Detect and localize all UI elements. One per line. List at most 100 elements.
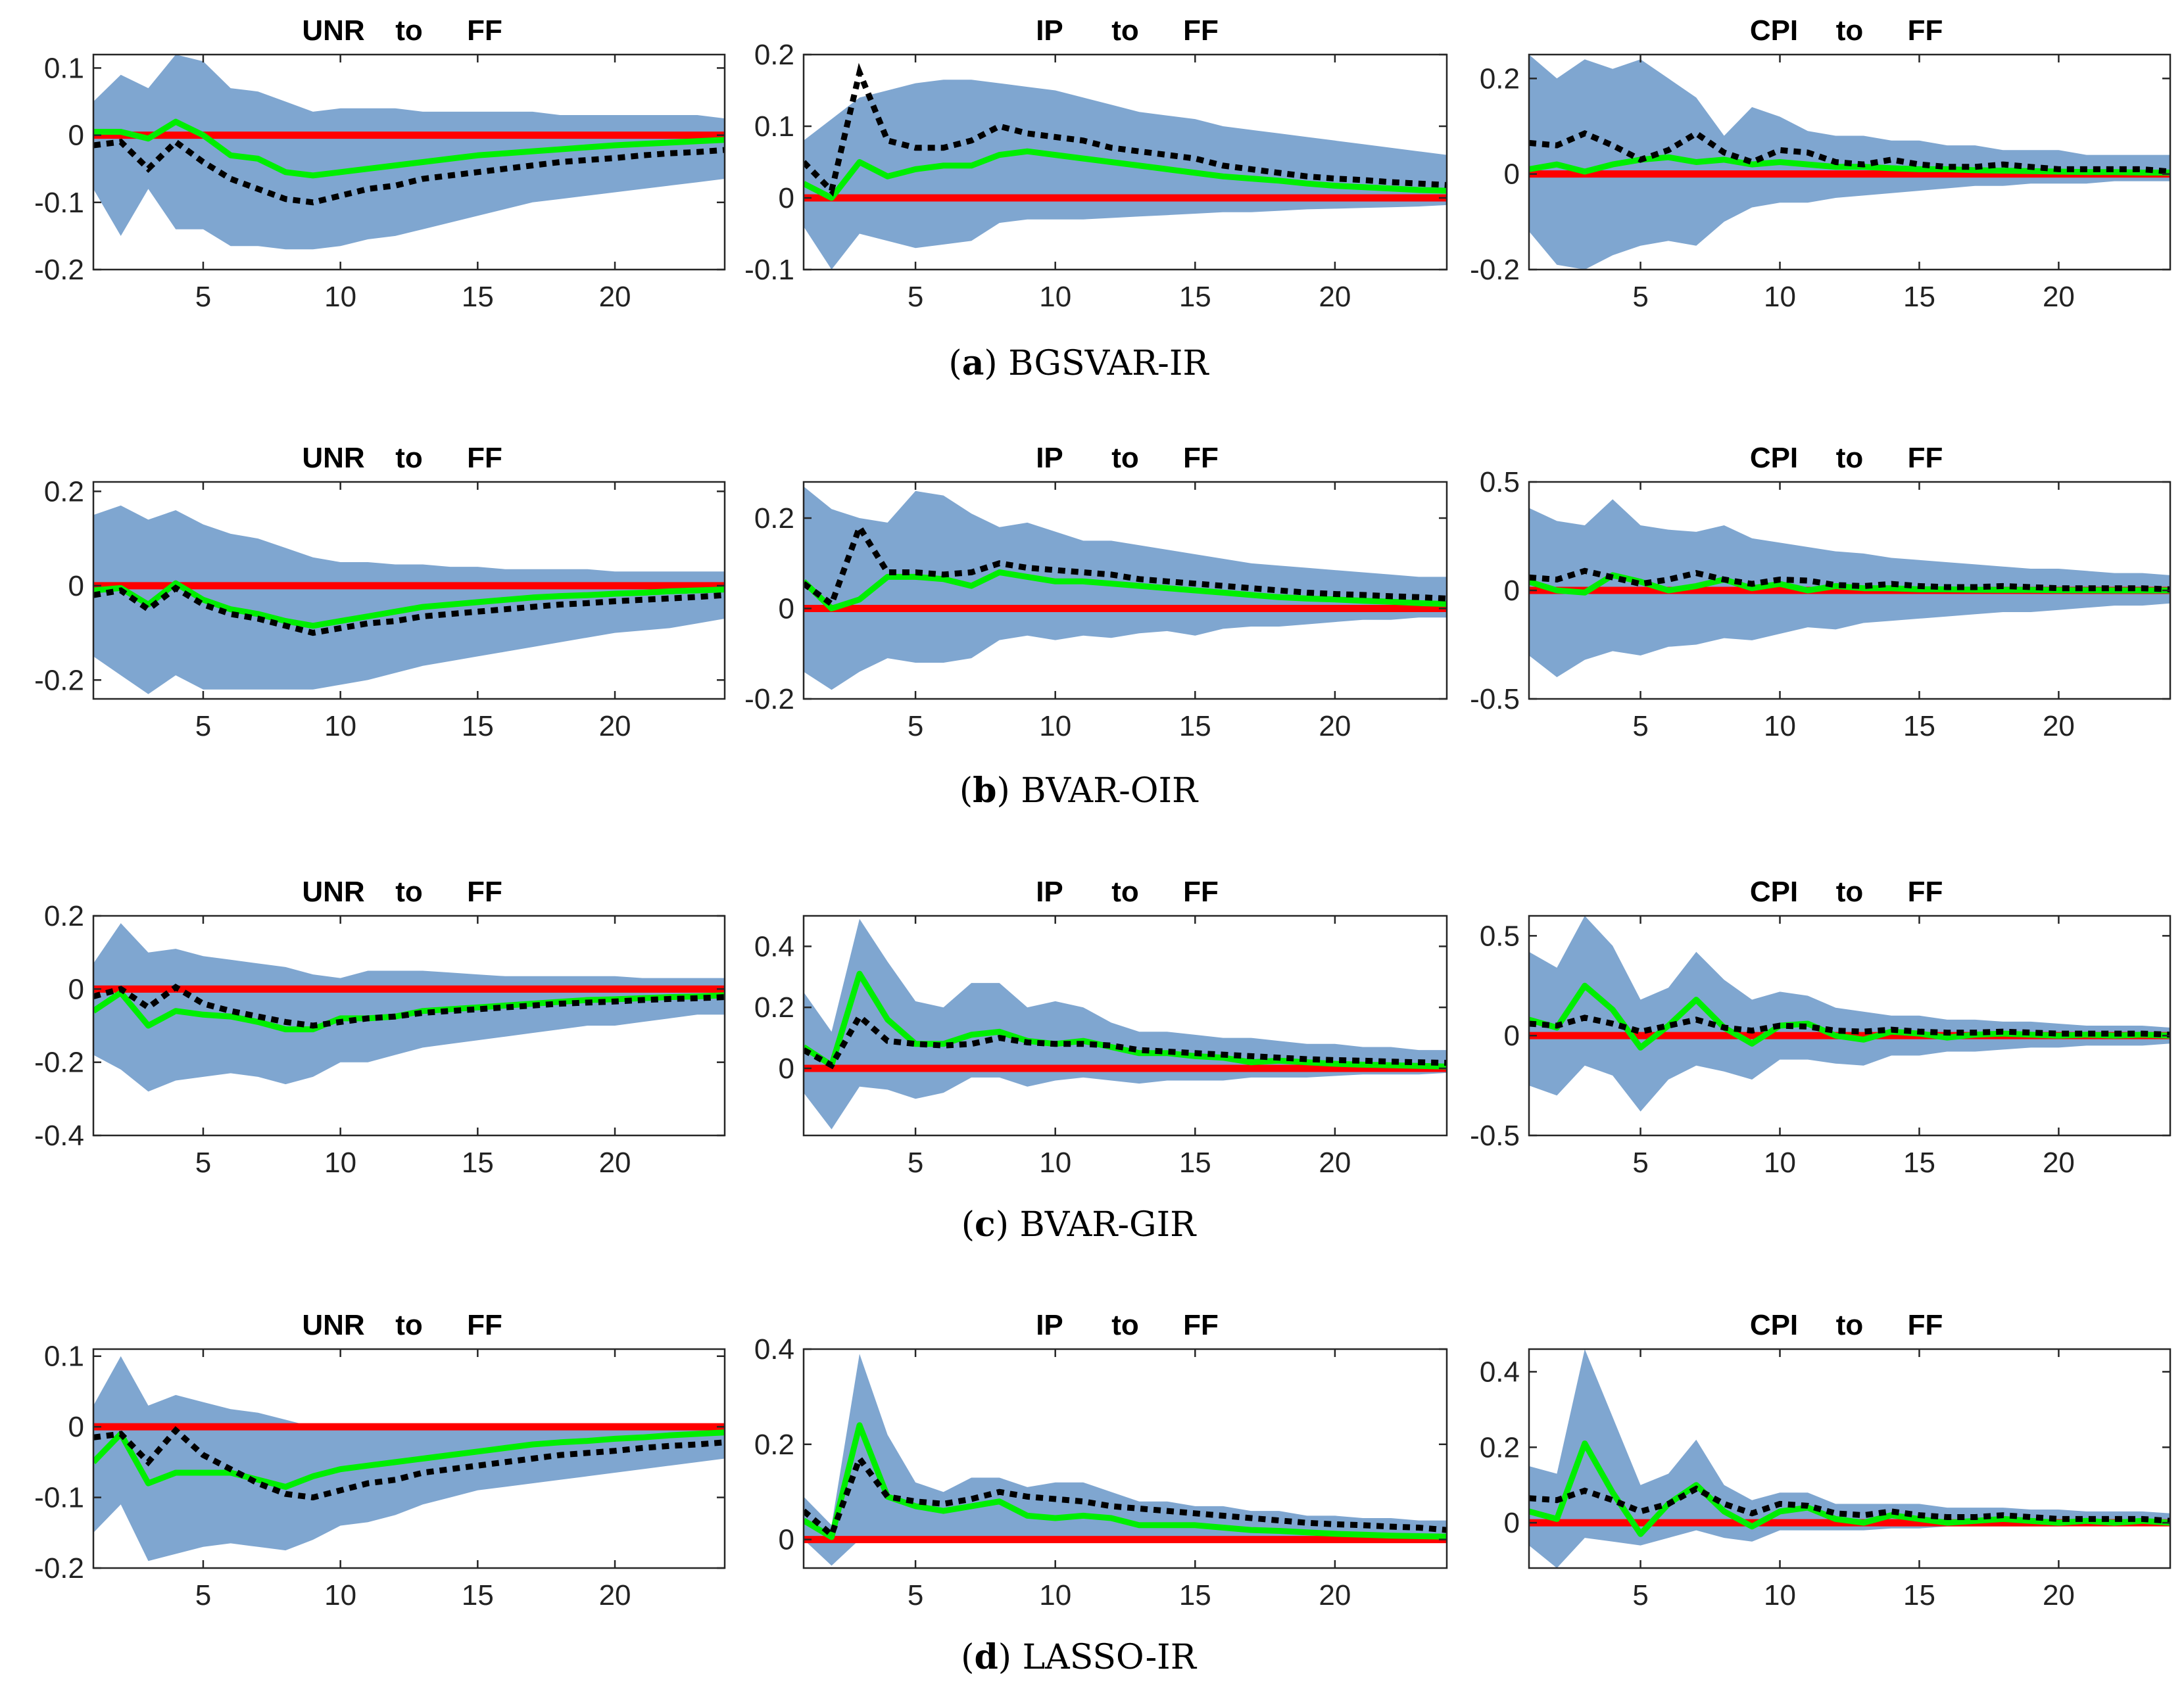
median-response-line <box>804 970 1447 1070</box>
x-tick-label: 10 <box>324 281 356 313</box>
x-tick-label: 20 <box>1319 281 1351 313</box>
plot-area <box>1529 1349 2170 1568</box>
x-tick-label: 5 <box>195 1579 211 1611</box>
panel-title-part: to <box>395 1309 423 1341</box>
x-tick-label: 20 <box>2043 1579 2075 1611</box>
credible-band <box>804 918 1447 1130</box>
true-response-line <box>1529 1485 2170 1524</box>
y-tick-label: 0.2 <box>754 502 794 535</box>
axes-box <box>92 1348 726 1569</box>
x-tick-label: 15 <box>1903 281 1935 313</box>
x-tick-label: 15 <box>1903 1147 1935 1179</box>
credible-band <box>1529 916 2170 1112</box>
x-tick-label: 5 <box>908 1579 923 1611</box>
y-tick-label: 0.2 <box>754 1429 794 1461</box>
true-response-line <box>804 520 1447 609</box>
true-response-line <box>804 1452 1447 1540</box>
panel-title-part: IP <box>1036 1309 1063 1341</box>
y-tick-label: 0 <box>779 1524 794 1556</box>
panel-title-part: FF <box>1183 14 1219 47</box>
panel-2-1: -0.2 0 0.2 5 10 15 20 UNR to FF <box>34 442 726 742</box>
x-tick-label: 15 <box>1179 281 1211 313</box>
y-tick-label: 0.2 <box>44 475 84 508</box>
x-tick-label: 5 <box>908 281 923 313</box>
x-tick-label: 5 <box>195 1147 211 1179</box>
y-tick-label: -0.2 <box>34 254 84 286</box>
y-tick-label: 0 <box>779 182 794 214</box>
x-tick-label: 10 <box>324 710 356 742</box>
panel-title-part: FF <box>1183 442 1219 474</box>
y-tick-label: 0 <box>779 593 794 625</box>
median-response-line <box>804 1422 1447 1540</box>
panel-title-part: to <box>395 14 423 47</box>
plot-area <box>93 923 725 1092</box>
x-tick-label: 20 <box>2043 1147 2075 1179</box>
y-tick-label: 0 <box>1504 1507 1520 1539</box>
caption-d: (d) LASSO-IR <box>961 1637 1198 1677</box>
y-tick-label: 0.4 <box>754 930 794 963</box>
y-tick-label: 0 <box>1504 158 1520 191</box>
x-tick-label: 15 <box>1179 1147 1211 1179</box>
true-response-line <box>1529 567 2170 592</box>
panel-2-2: -0.2 0 0.2 5 10 15 20 IP to FF <box>744 442 1448 742</box>
x-tick-label: 10 <box>1039 1147 1071 1179</box>
median-response-line <box>1529 1441 2170 1537</box>
panel-4-1: -0.2 -0.1 0 0.1 5 10 15 20 UNR to FF <box>34 1309 726 1611</box>
plot-area <box>93 55 725 250</box>
x-tick-label: 5 <box>1632 710 1648 742</box>
x-tick-label: 5 <box>908 710 923 742</box>
plot-area <box>93 1356 725 1561</box>
panel-title-part: to <box>395 876 423 908</box>
x-tick-label: 15 <box>1179 710 1211 742</box>
panel-title-part: IP <box>1036 876 1063 908</box>
x-tick-label: 20 <box>599 281 631 313</box>
median-response-line <box>93 118 725 179</box>
true-response-line <box>804 62 1447 197</box>
true-response-line <box>93 137 725 206</box>
credible-band <box>93 55 725 250</box>
panel-title-part: FF <box>467 442 502 474</box>
caption-c: (c) BVAR-GIR <box>961 1204 1197 1245</box>
y-tick-label: -0.2 <box>744 683 794 715</box>
x-tick-label: 10 <box>1764 281 1796 313</box>
panel-title-part: FF <box>1908 14 1943 47</box>
true-response-line <box>1529 1014 2170 1038</box>
panel-3-3: -0.5 0 0.5 5 10 15 20 CPI to FF <box>1470 876 2172 1179</box>
panel-title-part: CPI <box>1750 442 1798 474</box>
y-tick-label: -0.1 <box>744 254 794 286</box>
panel-2-3: -0.5 0 0.5 5 10 15 20 CPI to FF <box>1470 442 2172 742</box>
panel-title-part: to <box>1836 14 1864 47</box>
panel-title-part: FF <box>1908 876 1943 908</box>
x-tick-label: 15 <box>462 281 494 313</box>
y-tick-label: 0.1 <box>44 1341 84 1373</box>
x-tick-label: 10 <box>324 1579 356 1611</box>
panel-title-part: CPI <box>1750 876 1798 908</box>
median-response-line <box>93 580 725 629</box>
y-tick-label: -0.4 <box>34 1120 84 1152</box>
panel-title-part: FF <box>1183 1309 1219 1341</box>
panel-title-part: to <box>1111 442 1139 474</box>
x-tick-label: 20 <box>599 710 631 742</box>
axes-box <box>92 915 726 1137</box>
x-tick-label: 5 <box>195 710 211 742</box>
x-tick-label: 5 <box>908 1147 923 1179</box>
panel-title-part: FF <box>467 876 502 908</box>
median-response-line <box>93 989 725 1033</box>
x-tick-label: 5 <box>195 281 211 313</box>
axes-box <box>802 481 1448 700</box>
panel-title-part: to <box>1111 1309 1139 1341</box>
x-tick-label: 15 <box>1903 710 1935 742</box>
x-tick-label: 10 <box>1039 710 1071 742</box>
panel-title-part: FF <box>1908 1309 1943 1341</box>
panel-title-part: IP <box>1036 442 1063 474</box>
panel-3-2: 0 0.2 0.4 5 10 15 20 IP to FF <box>754 876 1448 1179</box>
y-tick-label: 0 <box>68 1411 84 1443</box>
caption-b: (b) BVAR-OIR <box>959 771 1199 811</box>
x-tick-label: 20 <box>1319 1579 1351 1611</box>
y-tick-label: -0.5 <box>1470 683 1520 715</box>
axes-box <box>92 53 726 271</box>
y-tick-label: -0.2 <box>34 1047 84 1079</box>
panel-title-part: CPI <box>1750 1309 1798 1341</box>
y-tick-label: -0.2 <box>34 1552 84 1584</box>
panel-1-2: -0.1 0 0.1 0.2 5 10 15 20 IP to FF <box>744 14 1448 313</box>
